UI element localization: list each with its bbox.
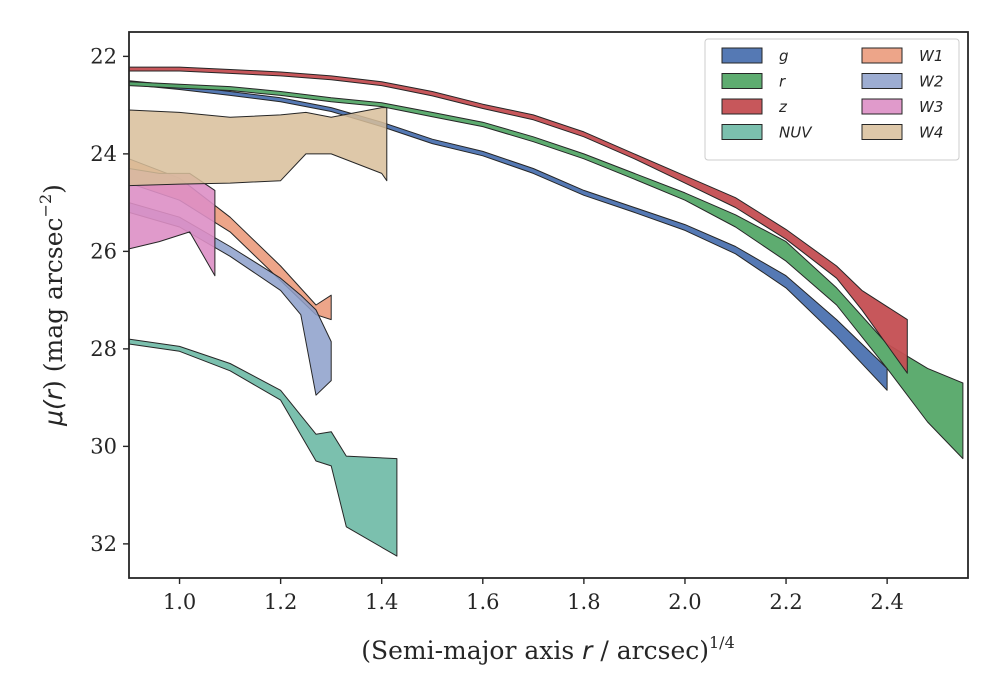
band-nuv — [128, 338, 398, 557]
band-z — [128, 66, 908, 374]
legend-label-w2: W2 — [919, 73, 943, 91]
x-tick-label: 1.2 — [264, 590, 297, 614]
x-tick-label: 2.2 — [769, 590, 802, 614]
legend-swatch-nuv — [721, 124, 763, 140]
axes-frame — [128, 31, 969, 579]
legend-label-nuv: NUV — [779, 124, 813, 142]
y-axis-label: μ(r) (mag arcsec−2) — [36, 184, 68, 427]
y-axis: 22 24 26 28 30 32 — [90, 44, 129, 556]
legend-swatch-w4 — [861, 124, 903, 140]
legend-swatch-z — [721, 98, 763, 115]
legend-label-w3: W3 — [919, 98, 943, 116]
legend-label-z: z — [778, 98, 788, 116]
x-tick-label: 1.4 — [365, 590, 398, 614]
x-axis-label: (Semi-major axis r / arcsec)1/4 — [361, 633, 735, 665]
legend-label-w1: W1 — [919, 47, 943, 65]
x-tick-label: 1.8 — [567, 590, 600, 614]
legend-swatch-w2 — [861, 73, 903, 89]
legend-label-g: g — [779, 47, 789, 65]
x-axis: 1.0 1.2 1.4 1.6 1.8 2.0 2.2 2.4 — [163, 578, 904, 614]
y-tick-label: 22 — [90, 44, 117, 68]
band-r — [128, 81, 964, 460]
y-tick-label: 32 — [90, 532, 117, 556]
legend-swatch-w3 — [861, 98, 903, 115]
legend: grz NUV W1 W2 W3 W4 — [704, 38, 960, 161]
band-w4 — [128, 107, 388, 187]
x-tick-label: 1.6 — [466, 590, 499, 614]
legend-swatch-w1 — [861, 47, 903, 64]
x-tick-label: 1.0 — [163, 590, 196, 614]
legend-swatch-g — [721, 47, 763, 64]
legend-label-r: r — [779, 73, 786, 91]
y-tick-label: 30 — [90, 434, 117, 458]
y-tick-label: 28 — [90, 337, 117, 361]
plot-area — [128, 66, 964, 557]
y-tick-label: 24 — [90, 142, 117, 166]
x-tick-label: 2.4 — [870, 590, 903, 614]
y-tick-label: 26 — [90, 239, 117, 263]
x-tick-label: 2.0 — [668, 590, 701, 614]
legend-swatch-r — [721, 73, 763, 89]
legend-label-w4: W4 — [919, 124, 943, 142]
